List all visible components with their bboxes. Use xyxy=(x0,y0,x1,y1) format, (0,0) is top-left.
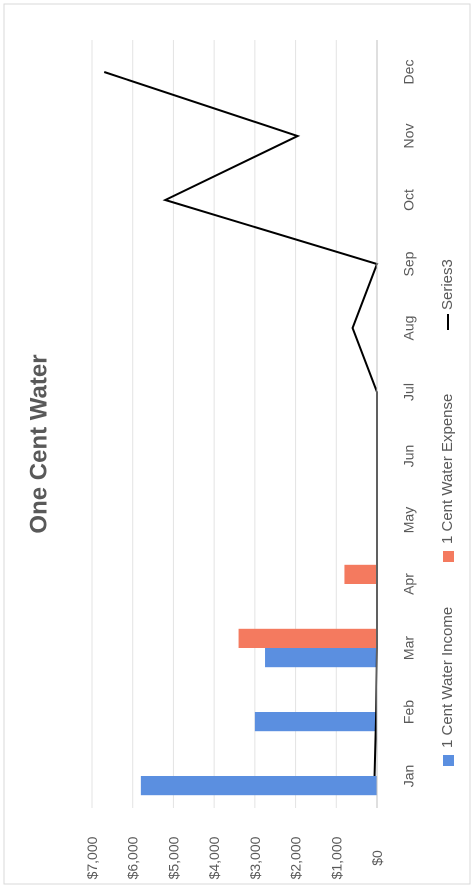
legend-label: Series3 xyxy=(439,259,456,310)
x-tick-label: Apr xyxy=(401,573,417,595)
y-tick-label: $6,000 xyxy=(125,836,141,879)
y-tick-label: $4,000 xyxy=(206,836,222,879)
y-tick-label: $0 xyxy=(369,850,385,866)
legend-swatch xyxy=(443,755,454,766)
legend: 1 Cent Water Income 1 Cent Water Expense S… xyxy=(439,259,456,766)
x-tick-label: May xyxy=(401,507,417,533)
legend-label: 1 Cent Water Income xyxy=(439,607,456,748)
axes: $0 $1,000 $2,000 $3,000 $4,000 $5,000 $6,000 $7… xyxy=(84,40,417,879)
x-tick-label: Dec xyxy=(401,60,417,85)
bar xyxy=(254,712,377,732)
x-tick-label: Nov xyxy=(401,124,417,149)
bar xyxy=(265,648,377,668)
x-tick-label: Aug xyxy=(401,316,417,341)
x-tick-label: Mar xyxy=(401,636,417,660)
x-tick-label: Sep xyxy=(401,251,417,276)
y-tick-label: $2,000 xyxy=(288,836,304,879)
chart-border xyxy=(3,3,471,885)
x-tick-label: Jun xyxy=(401,445,417,468)
bar xyxy=(238,628,377,648)
y-tick-label: $1,000 xyxy=(328,836,344,879)
y-tick-label: $3,000 xyxy=(247,836,263,879)
x-tick-label: Jul xyxy=(401,383,417,401)
x-tick-label: Oct xyxy=(401,189,417,211)
x-tick-label: Jan xyxy=(401,765,417,788)
x-tick-label: Feb xyxy=(401,700,417,724)
y-tick-label: $5,000 xyxy=(165,836,181,879)
bar-series xyxy=(140,564,377,796)
legend-label: 1 Cent Water Expense xyxy=(439,394,456,544)
y-tick-label: $7,000 xyxy=(84,836,100,879)
legend-swatch xyxy=(443,551,454,562)
gridlines xyxy=(91,40,337,808)
chart-title: One Cent Water xyxy=(25,354,52,533)
bar xyxy=(344,564,377,584)
bar xyxy=(140,776,377,796)
